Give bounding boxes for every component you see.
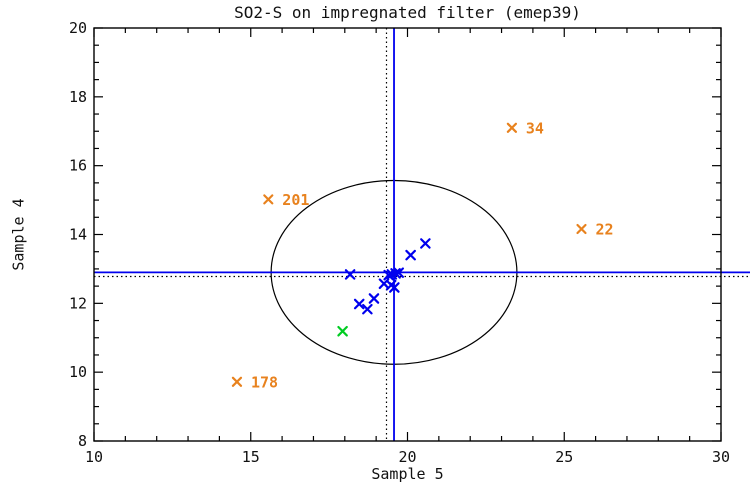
outlier-label: 22 [595,220,613,238]
y-tick-label: 10 [69,363,87,381]
x-tick-label: 10 [85,448,103,466]
outlier-label: 201 [282,191,309,209]
y-tick-label: 18 [69,88,87,106]
chart-title: SO2-S on impregnated filter (emep39) [234,3,581,22]
x-tick-label: 25 [555,448,573,466]
samples-point [393,267,405,279]
x-tick-label: 15 [242,448,260,466]
y-tick-label: 8 [78,432,87,450]
samples-point [405,249,416,261]
samples-point [389,282,400,293]
samples-point [353,298,365,310]
x-axis-title: Sample 5 [371,465,444,483]
labeled-outliers-point [576,223,587,235]
labeled-outliers-point [231,376,243,387]
labeled-outliers-point [506,122,517,133]
y-tick-label: 16 [69,157,87,175]
x-tick-label: 20 [398,448,416,466]
y-axis-title: Sample 4 [9,198,28,271]
y-tick-label: 12 [69,294,87,312]
x-tick-label: 30 [712,448,730,466]
y-tick-label: 20 [69,19,87,37]
y-tick-label: 14 [69,226,87,244]
plot-frame [93,27,722,442]
labeled-outliers-point [263,194,274,205]
samples-point [344,269,356,280]
samples-point [362,303,373,315]
samples-point [420,238,431,249]
samples-point [368,293,380,304]
samples-point [390,268,401,279]
outlier-label: 34 [526,119,544,137]
highlighted-sample-point [337,325,348,337]
outlier-label: 178 [251,373,278,391]
